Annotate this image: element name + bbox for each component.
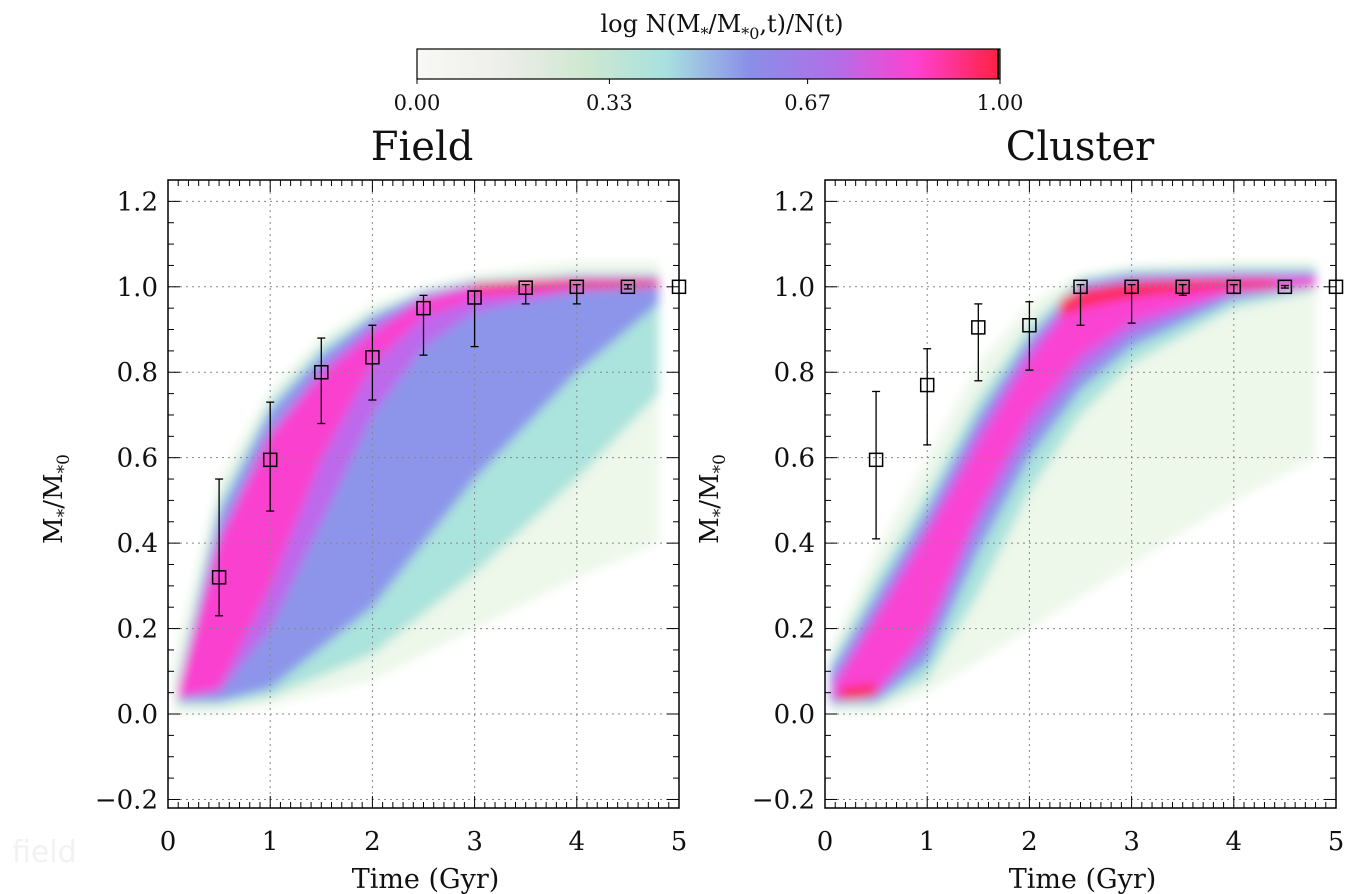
density-map	[173, 261, 659, 715]
y-axis-ticks	[168, 200, 679, 800]
colorbar-gradient	[416, 48, 1001, 80]
data-marker	[620, 279, 636, 295]
data-marker	[1022, 318, 1037, 333]
data-marker	[518, 280, 533, 295]
cluster-panel: 0 1 2 3 4 5 −0.2 0.0 0.2 0.4 0.6 0.8 1.0 1.2 Cluster Ti…	[695, 124, 1344, 894]
y-axis-label: M*/M*0	[695, 454, 730, 544]
density-band	[840, 684, 877, 700]
x-axis-label: Time (Gyr)	[352, 864, 500, 894]
colorbar-tick-labels: 0.00 0.33 0.67 1.00	[394, 79, 1024, 115]
density-band	[178, 276, 659, 702]
y-tick-label: −0.2	[752, 785, 815, 815]
colorbar-tick-label: 0.00	[394, 91, 441, 115]
y-tick-label: 0.6	[117, 444, 158, 474]
y-tick-label: 0.0	[117, 700, 158, 730]
watermark-text: field	[12, 835, 77, 870]
data-marker	[1277, 279, 1293, 295]
data-points	[211, 279, 687, 617]
data-marker	[971, 320, 986, 335]
data-marker	[1175, 279, 1190, 295]
x-tick-label: 1	[919, 827, 936, 857]
grid	[168, 180, 679, 808]
field-panel: 0 1 2 3 4 5 −0.2 0.0 0.2 0.4 0.6 0.8 1.0 1.2 Field Time…	[39, 124, 687, 894]
x-tick-label: 4	[569, 827, 586, 857]
colorbar: log N(M*/M*0,t)/N(t) 0.00 0.33 0.67 1.00	[394, 10, 1024, 115]
density-band	[830, 271, 1316, 704]
data-marker	[365, 350, 380, 365]
colorbar-tick-label: 0.67	[784, 91, 831, 115]
density-band	[835, 278, 1316, 700]
colorbar-label: log N(M*/M*0,t)/N(t)	[600, 10, 843, 43]
y-tick-label: 0.2	[117, 615, 158, 645]
y-tick-label: 1.0	[117, 273, 158, 303]
x-tick-label: 0	[160, 827, 177, 857]
y-tick-label: 0.4	[117, 529, 158, 559]
data-marker	[671, 279, 687, 295]
x-axis-label: Time (Gyr)	[1009, 864, 1157, 894]
density-map	[830, 261, 1316, 715]
colorbar-tick-label: 1.00	[977, 91, 1024, 115]
data-points	[868, 279, 1344, 540]
y-tick-label: 0.6	[774, 444, 815, 474]
colorbar-tick-label: 0.33	[586, 91, 633, 115]
y-tick-label: −0.2	[95, 785, 158, 815]
data-marker	[314, 364, 329, 380]
data-marker	[1226, 279, 1242, 295]
panel-title: Cluster	[1006, 124, 1155, 170]
data-marker	[569, 279, 585, 295]
y-tick-label: 0.8	[774, 358, 815, 388]
x-tick-label: 3	[466, 827, 483, 857]
y-tick-label: 1.0	[774, 273, 815, 303]
x-tick-label: 5	[671, 827, 688, 857]
y-tick-label: 0.0	[774, 700, 815, 730]
y-tick-label: 1.2	[117, 187, 158, 217]
y-axis-ticks	[825, 200, 1336, 800]
y-tick-label: 1.2	[774, 187, 815, 217]
x-tick-label: 3	[1123, 827, 1140, 857]
density-band	[1060, 280, 1275, 317]
x-tick-label: 2	[364, 827, 381, 857]
grid	[825, 180, 1336, 808]
x-tick-label: 0	[817, 827, 834, 857]
data-marker	[1124, 279, 1139, 295]
data-marker	[467, 290, 482, 305]
data-marker	[1073, 279, 1088, 295]
density-band	[178, 280, 659, 697]
data-marker	[262, 452, 278, 468]
y-tick-label: 0.8	[117, 358, 158, 388]
data-marker	[919, 377, 935, 393]
y-tick-label: 0.2	[774, 615, 815, 645]
x-tick-label: 1	[262, 827, 279, 857]
density-band	[474, 280, 659, 292]
data-marker	[1328, 279, 1344, 295]
data-marker	[868, 452, 884, 468]
data-marker	[416, 300, 431, 316]
y-tick-label: 0.4	[774, 529, 815, 559]
x-axis-ticks	[167, 180, 680, 808]
x-axis-ticks	[824, 180, 1337, 808]
y-axis-label: M*/M*0	[39, 454, 74, 544]
x-tick-label: 4	[1226, 827, 1243, 857]
panel-title: Field	[371, 124, 474, 170]
x-tick-label: 5	[1328, 827, 1345, 857]
x-tick-label: 2	[1021, 827, 1038, 857]
data-marker	[211, 570, 227, 585]
